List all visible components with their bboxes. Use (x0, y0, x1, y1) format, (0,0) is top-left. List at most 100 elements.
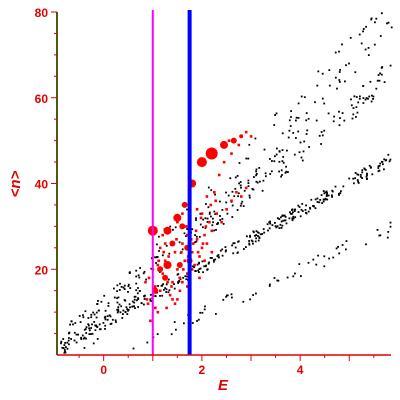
black-point (95, 325, 98, 327)
black-point (128, 272, 131, 274)
black-point (173, 321, 176, 323)
black-point (323, 265, 326, 268)
black-point (117, 308, 120, 311)
black-point (195, 235, 198, 238)
black-point (178, 241, 181, 244)
black-point (255, 230, 258, 232)
black-point (143, 303, 145, 306)
black-point (217, 222, 219, 224)
black-point (269, 173, 272, 175)
black-point (237, 192, 240, 195)
black-point (84, 328, 87, 330)
red-point (186, 285, 189, 288)
black-point (298, 151, 301, 154)
black-point (291, 208, 294, 211)
black-point (368, 95, 371, 98)
black-point (165, 244, 168, 247)
red-point (157, 259, 161, 263)
red-point (176, 268, 179, 271)
red-point (168, 293, 172, 297)
black-point (247, 179, 250, 182)
y-tick-label: 40 (35, 178, 49, 192)
black-point (357, 182, 360, 184)
red-point (249, 135, 253, 138)
black-point (334, 76, 337, 79)
black-point (345, 64, 347, 67)
black-point (123, 299, 126, 301)
black-point (383, 158, 386, 161)
red-point (182, 268, 185, 271)
black-point (88, 324, 90, 327)
black-point (232, 242, 235, 245)
black-point (158, 250, 160, 252)
black-point (92, 342, 95, 345)
black-point (93, 321, 96, 323)
black-point (316, 197, 319, 200)
black-point (225, 249, 227, 252)
black-point (377, 165, 380, 168)
red-point (181, 212, 184, 215)
black-point (317, 254, 319, 257)
black-point (234, 187, 237, 190)
black-point (239, 184, 242, 187)
black-point (378, 165, 381, 167)
black-point (284, 219, 287, 222)
black-point (103, 316, 106, 319)
black-point (263, 148, 266, 151)
black-point (387, 153, 390, 156)
black-point (82, 314, 84, 317)
black-point (243, 189, 246, 192)
black-point (126, 313, 129, 315)
black-point (149, 298, 152, 301)
black-point (240, 186, 242, 189)
black-point (221, 248, 224, 251)
black-point (300, 156, 303, 159)
black-point (300, 275, 302, 277)
black-point (266, 223, 269, 226)
black-point (255, 237, 257, 240)
black-point (154, 256, 156, 259)
red-large-point (176, 262, 183, 268)
black-point (281, 224, 284, 227)
red-small-point-series (144, 130, 253, 323)
black-point (111, 318, 114, 321)
black-point (273, 160, 276, 163)
black-point (136, 299, 138, 302)
black-point (279, 223, 282, 226)
black-point (349, 37, 352, 39)
black-point (168, 289, 171, 292)
black-point (261, 233, 264, 235)
black-point (269, 158, 271, 160)
black-point (322, 198, 325, 201)
black-point (255, 168, 258, 171)
black-point (93, 313, 96, 316)
black-point (73, 331, 76, 334)
black-point (64, 350, 66, 352)
black-point (294, 272, 296, 275)
black-point (81, 334, 84, 337)
black-point (345, 240, 348, 242)
black-point (91, 332, 94, 335)
black-point (387, 21, 390, 24)
black-point (259, 180, 261, 183)
black-point (144, 294, 146, 297)
black-point (202, 226, 204, 229)
black-point (126, 308, 129, 310)
black-point (262, 179, 265, 182)
black-point (198, 236, 201, 238)
black-point (221, 209, 224, 211)
black-point (123, 288, 126, 290)
red-large-point (157, 266, 164, 273)
red-point (181, 242, 184, 245)
black-point (321, 134, 324, 137)
x-axis-title: E (218, 377, 229, 394)
black-point (97, 309, 100, 312)
black-point (234, 176, 237, 179)
black-point (80, 336, 82, 339)
black-point (119, 282, 121, 285)
red-point (166, 280, 169, 284)
black-point (326, 194, 329, 197)
black-point (331, 196, 333, 198)
black-point (85, 326, 88, 328)
black-point (281, 160, 284, 162)
